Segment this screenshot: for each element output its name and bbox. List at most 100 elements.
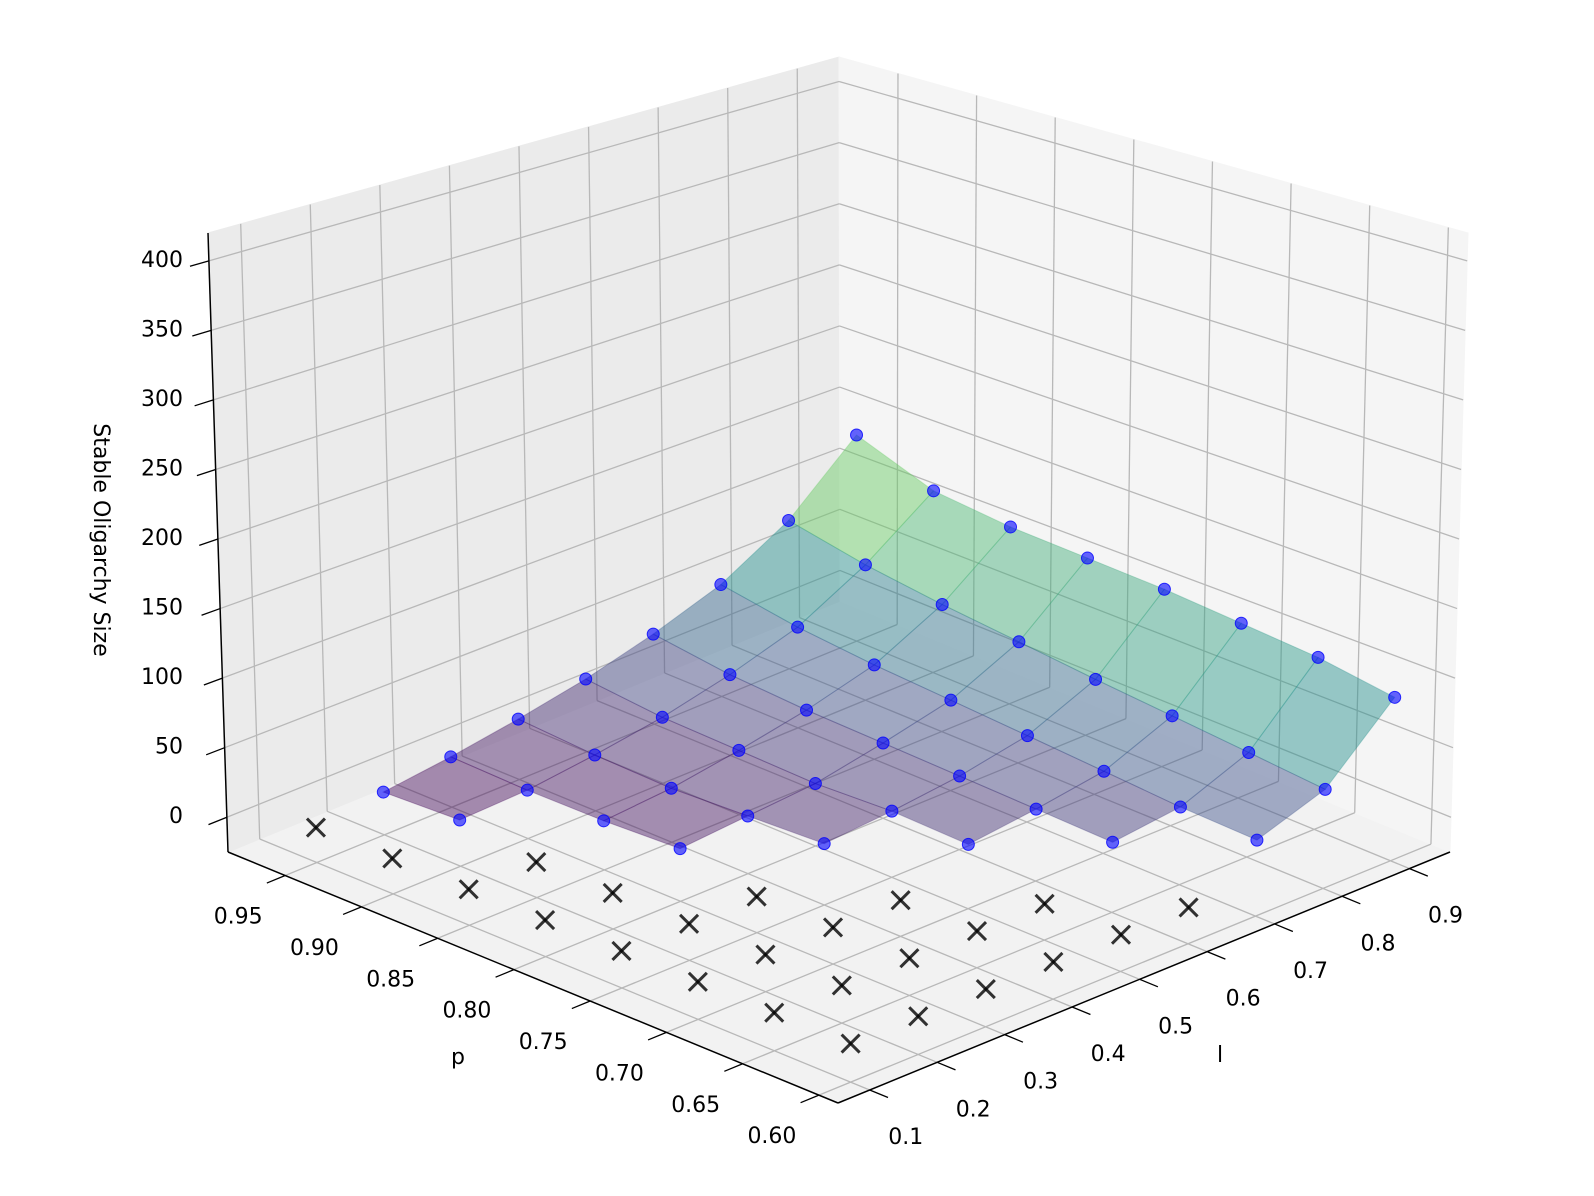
data-point <box>867 658 881 672</box>
y-axis-label: l <box>1217 1043 1223 1068</box>
zero-marker-stroke <box>755 944 776 965</box>
x-tick-label: 0.65 <box>671 1093 720 1118</box>
z-tick-label: 400 <box>141 248 183 273</box>
tick-mark <box>800 1094 820 1104</box>
zero-marker-stroke <box>764 1002 785 1023</box>
grid-line <box>839 447 1456 679</box>
grid-line <box>224 508 841 749</box>
tick-mark <box>1071 1006 1091 1016</box>
grid-line <box>213 203 840 401</box>
zero-marker-stroke <box>687 971 708 992</box>
y-tick-label: 0.8 <box>1361 931 1396 956</box>
grid-line <box>217 325 840 540</box>
grid-line <box>896 73 899 625</box>
data-point <box>664 781 678 795</box>
zero-marker-stroke <box>975 979 996 1000</box>
data-point <box>1089 672 1103 686</box>
grid-line <box>309 204 328 812</box>
data-point <box>817 837 831 851</box>
grid-line <box>839 325 1460 540</box>
data-point <box>1388 690 1402 704</box>
y-tick-label: 0.7 <box>1293 959 1328 984</box>
grid-line <box>666 780 1279 1034</box>
y-tick-label: 0.9 <box>1428 904 1463 929</box>
x-axis <box>227 851 839 1104</box>
zero-marker <box>535 910 556 931</box>
data-point <box>935 597 949 611</box>
grid-line <box>361 655 974 908</box>
data-point <box>1004 520 1018 534</box>
z-tick-label: 50 <box>155 735 183 760</box>
zero-marker <box>764 1002 785 1023</box>
grid-line <box>379 185 396 784</box>
grid-line <box>731 644 1343 897</box>
grid-line <box>222 447 840 679</box>
grid-line <box>587 126 598 701</box>
grid-line <box>208 80 840 262</box>
zero-marker-stroke <box>678 913 700 934</box>
grid-line <box>326 810 938 1063</box>
y-tick-label: 0.3 <box>1023 1070 1058 1095</box>
tick-mark <box>196 468 216 477</box>
data-point <box>579 672 593 686</box>
zero-marker-stroke <box>899 948 920 969</box>
zero-marker <box>458 879 479 900</box>
tick-mark <box>205 747 225 756</box>
tick-mark <box>199 538 219 547</box>
y-tick-label: 0.1 <box>888 1125 923 1150</box>
z-tick-label: 0 <box>169 804 183 829</box>
y-tick-label: 0.4 <box>1091 1042 1126 1067</box>
zero-marker-stroke <box>840 1033 861 1054</box>
zero-marker-stroke <box>535 910 556 931</box>
zero-marker <box>755 944 776 965</box>
grid-line <box>839 508 1454 749</box>
tick-mark <box>869 1089 889 1099</box>
grid-line <box>839 386 1458 610</box>
grid-line <box>972 95 978 656</box>
grid-line <box>589 749 1203 1002</box>
grid-line <box>1201 161 1214 751</box>
data-point <box>808 777 822 791</box>
grid-line <box>518 146 531 729</box>
zero-marker-stroke <box>382 848 403 869</box>
zero-marker-stroke <box>908 1006 929 1027</box>
zero-marker <box>1034 893 1055 914</box>
data-point <box>1318 782 1332 796</box>
data-point <box>655 710 669 724</box>
z-tick-label: 150 <box>141 596 183 621</box>
z-tick-label: 200 <box>141 526 183 551</box>
data-point <box>1250 833 1264 847</box>
right-pane <box>838 56 1469 853</box>
data-point <box>1242 745 1256 759</box>
tick-mark <box>1206 951 1226 960</box>
data-point <box>520 783 534 797</box>
data-point <box>453 813 467 827</box>
data-point <box>511 712 525 726</box>
data-point <box>1020 729 1034 743</box>
tick-mark <box>1274 923 1294 933</box>
y-axis <box>837 851 1451 1104</box>
data-point <box>646 627 660 641</box>
z-axis-label: Stable Oligarchy Size <box>88 423 113 656</box>
data-point <box>1311 650 1325 664</box>
grid-line <box>839 203 1464 401</box>
grid-line <box>596 700 1208 953</box>
zero-marker-stroke <box>1178 897 1199 918</box>
tick-mark <box>419 937 438 947</box>
z-tick-label: 350 <box>141 317 183 342</box>
data-point <box>953 769 967 783</box>
x-tick-label: 0.80 <box>442 999 491 1024</box>
data-point <box>876 736 890 750</box>
data-point <box>961 837 975 851</box>
data-point <box>850 428 864 442</box>
data-point <box>741 809 755 823</box>
x-axis-label: p <box>451 1045 465 1070</box>
data-point <box>791 620 805 634</box>
tick-mark <box>936 1061 956 1071</box>
zero-marker-stroke <box>966 920 988 942</box>
z-tick-label: 250 <box>141 456 183 481</box>
zero-marker <box>1043 951 1064 972</box>
tick-mark <box>1409 868 1429 877</box>
tick-mark <box>571 1000 591 1010</box>
data-point <box>1234 616 1248 630</box>
